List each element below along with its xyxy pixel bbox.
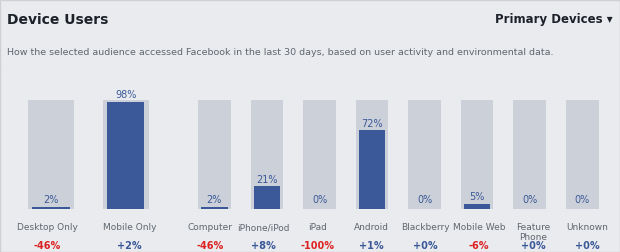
Text: Blackberry: Blackberry	[401, 223, 449, 232]
Bar	[254, 186, 280, 209]
Text: +0%: +0%	[521, 241, 546, 251]
Text: 21%: 21%	[256, 174, 278, 184]
Text: +0%: +0%	[413, 241, 438, 251]
Text: Desktop Only: Desktop Only	[17, 223, 78, 232]
Text: +2%: +2%	[117, 241, 142, 251]
Text: 0%: 0%	[522, 195, 538, 205]
Text: Mobile Only: Mobile Only	[103, 223, 156, 232]
Text: +0%: +0%	[575, 241, 599, 251]
Text: -46%: -46%	[196, 241, 223, 251]
Bar	[303, 100, 336, 209]
Text: +1%: +1%	[359, 241, 384, 251]
Text: Android: Android	[354, 223, 389, 232]
Text: -6%: -6%	[469, 241, 489, 251]
Text: -46%: -46%	[33, 241, 61, 251]
Text: 5%: 5%	[469, 192, 485, 202]
Text: 72%: 72%	[361, 119, 383, 129]
Text: 0%: 0%	[312, 195, 327, 205]
Bar	[513, 100, 546, 209]
Bar	[359, 130, 385, 209]
Text: Device Users: Device Users	[7, 13, 109, 27]
Bar	[28, 100, 74, 209]
Text: Unknown: Unknown	[566, 223, 608, 232]
Bar	[102, 100, 149, 209]
Text: Primary Devices ▾: Primary Devices ▾	[495, 13, 613, 26]
Text: 98%: 98%	[115, 90, 136, 100]
Text: iPhone/iPod: iPhone/iPod	[237, 223, 290, 232]
Bar	[566, 100, 598, 209]
Bar	[202, 207, 228, 209]
Text: +8%: +8%	[251, 241, 276, 251]
Bar	[461, 100, 494, 209]
Text: Mobile Web: Mobile Web	[453, 223, 505, 232]
Bar	[356, 100, 388, 209]
Text: 2%: 2%	[206, 195, 222, 205]
Text: 0%: 0%	[417, 195, 432, 205]
Text: iPad: iPad	[308, 223, 327, 232]
Text: 2%: 2%	[43, 195, 59, 205]
Bar	[250, 100, 283, 209]
Bar	[409, 100, 441, 209]
Text: How the selected audience accessed Facebook in the last 30 days, based on user a: How the selected audience accessed Faceb…	[7, 48, 554, 57]
Bar	[107, 102, 144, 209]
Text: 0%: 0%	[575, 195, 590, 205]
Bar	[464, 204, 490, 209]
Text: Feature
Phone: Feature Phone	[516, 223, 550, 242]
Bar	[32, 207, 69, 209]
Bar	[198, 100, 231, 209]
Text: -100%: -100%	[301, 241, 335, 251]
Text: Computer: Computer	[187, 223, 232, 232]
